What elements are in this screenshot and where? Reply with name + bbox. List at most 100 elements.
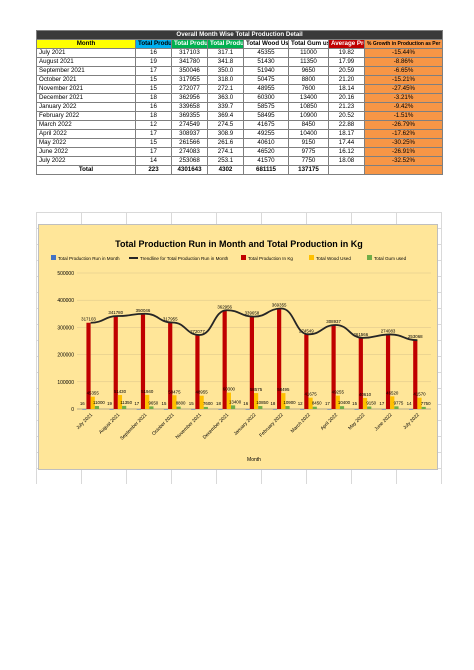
label-run: 17 <box>325 401 330 406</box>
bar-wood <box>362 397 368 409</box>
cell-month: March 2022 <box>36 120 136 130</box>
cell-run: 15 <box>135 138 172 148</box>
cell-avg: 19.82 <box>328 48 365 58</box>
cell-month: May 2022 <box>36 138 136 148</box>
table-row: June 2022 17 274083 274.1 46520 9775 16.12 -26.… <box>36 147 444 157</box>
cell-kg: 369355 <box>171 111 208 121</box>
label-kg: 253068 <box>408 334 423 339</box>
cell-run: 16 <box>135 48 172 58</box>
x-tick-label: September 2021 <box>119 412 149 442</box>
x-tick-label: February 2022 <box>258 412 285 439</box>
cell-gum: 9150 <box>288 138 329 148</box>
bar-kg <box>385 334 391 409</box>
table-row: January 2022 16 339658 339.7 58575 10850 21.23… <box>36 102 444 112</box>
cell-ton: 274.1 <box>207 147 244 157</box>
x-tick-label: June 2022 <box>373 412 393 432</box>
x-tick-label: August 2021 <box>98 412 122 436</box>
cell-ton: 253.1 <box>207 156 244 166</box>
header-kg: Total Production In Kg <box>171 39 208 49</box>
header-avg: Average Production Per Plant Run (Ton) <box>328 39 365 49</box>
cell-gum: 10850 <box>288 102 329 112</box>
label-wood: 58495 <box>277 387 290 392</box>
total-pct-empty <box>363 165 444 175</box>
cell-pct: -15.44% <box>363 48 444 58</box>
bar-kg <box>358 337 363 409</box>
bar-gum <box>203 406 208 409</box>
bar-gum <box>258 406 263 409</box>
label-wood: 50475 <box>168 389 181 394</box>
cell-wood: 58495 <box>243 111 289 121</box>
bar-run <box>109 408 114 410</box>
bar-kg <box>277 308 282 409</box>
table-row: October 2021 15 317955 318.0 50475 8800 21.20-… <box>36 75 444 85</box>
label-kg: 272077 <box>190 329 205 334</box>
legend-swatch <box>51 255 56 260</box>
cell-gum: 8450 <box>288 120 329 130</box>
legend-swatch <box>309 255 314 260</box>
cell-month: August 2021 <box>36 57 136 67</box>
cell-avg: 17.44 <box>328 138 365 148</box>
cell-gum: 13400 <box>288 93 329 103</box>
label-wood: 48955 <box>196 390 209 395</box>
cell-gum: 11000 <box>288 48 329 58</box>
bar-run <box>245 408 250 410</box>
label-wood: 40610 <box>359 392 372 397</box>
cell-run: 15 <box>135 84 172 94</box>
bar-gum <box>285 406 290 409</box>
bar-wood <box>172 395 177 409</box>
bar-kg <box>140 313 146 409</box>
cell-pct: -30.25% <box>363 138 444 148</box>
legend-label: Total Production Run in Month <box>58 256 120 261</box>
bar-run <box>82 408 87 410</box>
label-gum: 8800 <box>176 401 186 406</box>
total-avg-empty <box>328 165 365 175</box>
label-kg: 369355 <box>272 303 287 308</box>
x-tick-label: October 2021 <box>151 412 176 437</box>
cell-ton: 363.0 <box>207 93 244 103</box>
cell-pct: -8.86% <box>363 57 444 67</box>
bar-wood <box>281 393 286 409</box>
bar-gum <box>421 406 426 409</box>
production-chart: Total Production Run in Month and Total … <box>38 224 438 470</box>
x-tick-label: November 2021 <box>175 412 204 441</box>
label-gum: 11000 <box>93 400 105 405</box>
cell-kg: 261566 <box>171 138 208 148</box>
x-tick-label: July 2021 <box>75 412 94 431</box>
label-run: 16 <box>80 401 85 406</box>
label-wood: 58575 <box>250 387 263 392</box>
production-table: Overall Month Wise Total Production Deta… <box>35 30 444 175</box>
bar-wood <box>117 395 123 409</box>
bar-run <box>191 408 196 410</box>
bar-kg <box>113 316 118 409</box>
bar-kg <box>249 316 254 409</box>
bar-wood <box>226 392 231 409</box>
header-gum: Total Gum used <box>288 39 329 49</box>
bar-run <box>354 408 359 410</box>
legend-label: Total Wood Used <box>316 256 351 261</box>
y-tick-label: 0 <box>71 407 74 413</box>
chart-svg: Total Production Run in Month and Total … <box>51 239 431 463</box>
cell-month: January 2022 <box>36 102 136 112</box>
label-kg: 362956 <box>217 304 232 309</box>
cell-month: February 2022 <box>36 111 136 121</box>
label-run: 17 <box>134 401 139 406</box>
bar-run <box>163 408 169 410</box>
label-kg: 350046 <box>136 308 151 313</box>
label-run: 15 <box>352 401 357 406</box>
cell-wood: 49255 <box>243 129 289 139</box>
bar-kg <box>86 322 91 409</box>
cell-avg: 18.08 <box>328 156 365 166</box>
label-kg: 317955 <box>163 317 178 322</box>
cell-avg: 20.59 <box>328 66 365 76</box>
cell-gum: 8800 <box>288 75 329 85</box>
bar-kg <box>222 310 227 409</box>
cell-run: 18 <box>135 111 172 121</box>
legend-swatch <box>241 255 246 260</box>
bar-wood <box>90 396 95 409</box>
table-row: August 2021 19 341780 341.8 51430 11350 17.99-… <box>36 57 444 67</box>
cell-pct: -26.91% <box>363 147 444 157</box>
cell-run: 17 <box>135 129 172 139</box>
cell-run: 17 <box>135 66 172 76</box>
label-gum: 9775 <box>394 400 404 405</box>
label-wood: 51940 <box>141 389 154 394</box>
